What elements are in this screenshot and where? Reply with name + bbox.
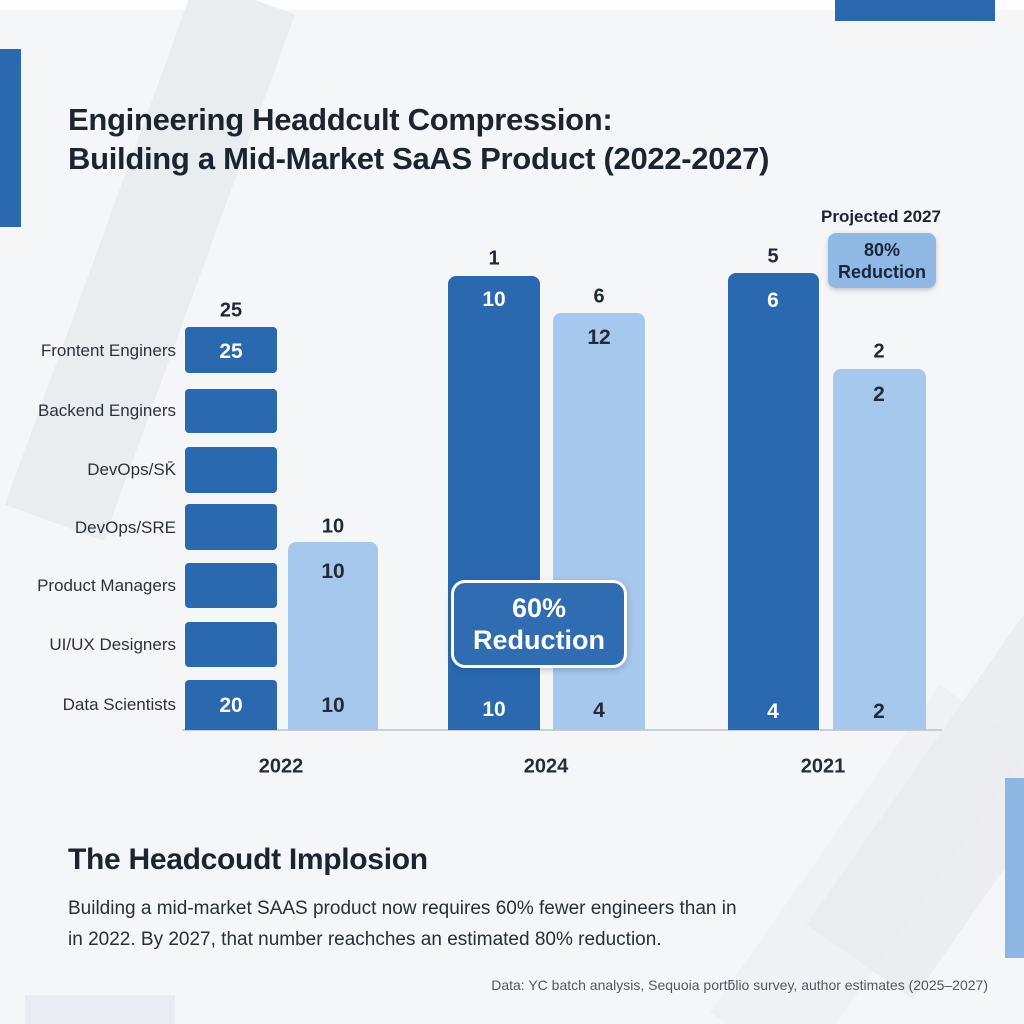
value-above-2024-light: 6 [593, 285, 605, 308]
value-bottom-2021-light: 2 [873, 700, 885, 723]
bar-2022-dark-segment-5 [185, 563, 277, 608]
data-source-note: Data: YC batch analysis, Sequoia portƃli… [491, 977, 988, 993]
blue-block-top-right [835, 0, 995, 21]
gray-block-bottom-left [25, 995, 175, 1024]
summary-heading: The Headcoudt Implosion [68, 843, 428, 876]
value-bottom-2024-dark: 10 [482, 698, 506, 721]
role-label-devops-sre: DevOps/SRE [74, 518, 176, 537]
value-bottom-2021-dark: 4 [767, 700, 779, 723]
bar-2022-dark-segment-2 [185, 389, 277, 433]
value-top-2022-dark: 25 [219, 340, 243, 363]
value-above-2022-dark: 25 [219, 299, 243, 322]
value-top-2021-dark: 6 [767, 289, 779, 312]
badge-80-line2: Reduction [838, 261, 926, 282]
badge-60-percent-reduction: 60% Reduction [451, 580, 627, 668]
bar-2022-dark-segment-4 [185, 504, 277, 550]
page-title-line1: Engineering Headdcult Compression: [68, 102, 613, 137]
value-above-2021-light: 2 [873, 340, 885, 363]
page-title-line2: Building a Mid-Market SaAS Product (2022… [68, 141, 770, 176]
bar-2021-light [833, 369, 926, 730]
projected-2027-label: Projected 2027 [820, 207, 942, 226]
top-white-strip [0, 0, 1024, 10]
role-label-devops-sk: DevOps/SK̄ [87, 460, 176, 479]
blue-edge-bar-left [0, 49, 21, 227]
value-bottom-2024-light: 4 [593, 699, 605, 722]
bar-2022-dark-segment-1 [185, 327, 277, 373]
bar-2022-dark-segment-7 [185, 680, 277, 730]
badge-80-line1: 80% [863, 239, 901, 260]
year-label-2021: 2021 [800, 755, 846, 778]
value-above-2021-dark: 5 [767, 245, 779, 268]
value-top-2021-light: 2 [873, 383, 885, 406]
year-label-2022: 2022 [258, 755, 304, 778]
value-top-2024-light: 12 [587, 326, 611, 349]
role-label-uiux: UI/UX Designers [49, 635, 176, 654]
summary-body-line1: Building a mid-market SAAS product now r… [68, 898, 737, 919]
value-top-2022-light: 10 [321, 560, 345, 583]
summary-body: Building a mid-market SAAS product now r… [68, 893, 737, 955]
bar-2022-light [288, 542, 378, 730]
page-title: Engineering Headdcult Compression: Build… [68, 100, 769, 178]
axis-baseline [182, 729, 942, 731]
summary-body-line2: in 2022. By 2027, that number reachches … [68, 929, 662, 950]
value-above-2022-light: 10 [321, 515, 345, 538]
value-bottom-2022-dark: 20 [219, 694, 243, 717]
badge-60-line2: Reduction [473, 625, 605, 655]
value-above-2024-dark: 1 [488, 247, 500, 270]
role-label-product-mgrs: Product Managers [37, 576, 176, 595]
blue-edge-bar-bottom-right [1005, 778, 1024, 958]
role-label-data-sci: Data Scientists [62, 695, 176, 714]
badge-80-percent-reduction: 80% Reduction [828, 233, 936, 288]
bar-2021-dark [728, 273, 819, 730]
value-top-2024-dark: 10 [482, 288, 506, 311]
bar-2022-dark-segment-3 [185, 447, 277, 493]
year-label-2024: 2024 [523, 755, 569, 778]
role-label-backend: Backend Enginers [38, 401, 176, 420]
role-label-frontend: Frontent Enginers [40, 341, 176, 360]
value-bottom-2022-light: 10 [321, 694, 345, 717]
badge-60-line1: 60% [511, 593, 567, 623]
bar-2022-dark-segment-6 [185, 622, 277, 667]
